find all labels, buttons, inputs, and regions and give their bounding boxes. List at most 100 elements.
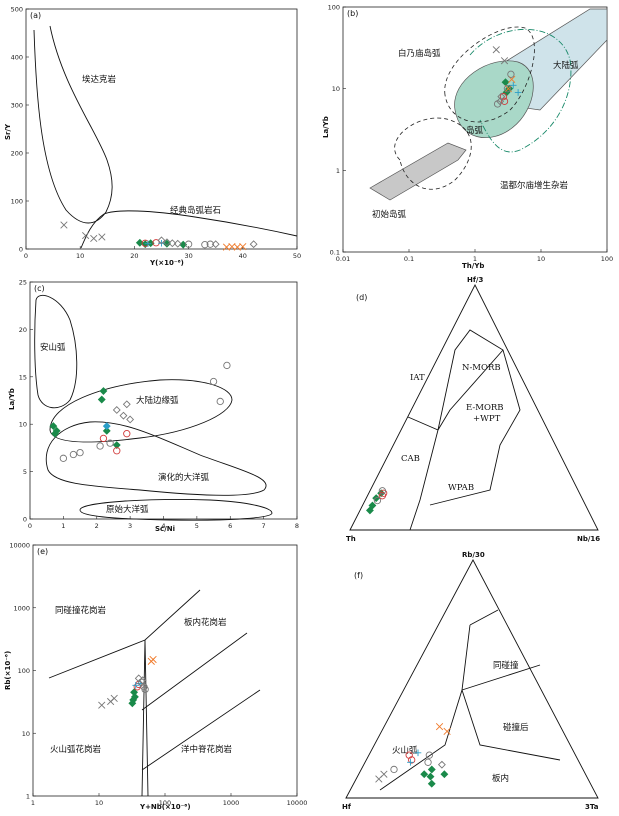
- data-point-circle: [210, 378, 216, 384]
- data-point-circle: [60, 455, 66, 461]
- panel-c: (c) Sc/Ni La/Yb 安山弧 大陆边缘弧 演化的大洋弧 原始大洋弧 0…: [8, 279, 299, 534]
- classic-arc-field: [81, 211, 297, 248]
- panel-f: (f) Rb/30 Hf 3Ta 同碰撞 碰撞后 火山弧 板内: [342, 551, 599, 811]
- data-point-circle: [70, 451, 76, 457]
- x-tick-label: 1000: [223, 799, 240, 807]
- panel-e-label: (e): [37, 547, 48, 556]
- data-point-cross: [61, 222, 68, 229]
- field-post-collision: 碰撞后: [503, 722, 529, 733]
- panel-b-xlabel: Th/Yb: [462, 262, 484, 270]
- panel-a-ylabel: Sr/Y: [4, 123, 12, 140]
- field-within-plate: 板内花岗岩: [184, 617, 227, 628]
- x-tick-label: 100: [159, 799, 171, 807]
- data-point-diamond: [428, 780, 435, 787]
- field-island-arc: 岛弧: [466, 125, 484, 136]
- y-tick-label: 0: [19, 246, 23, 254]
- field-syn-collision: 同碰撞花岗岩: [55, 605, 107, 616]
- field-ocean-ridge: 洋中脊花岗岩: [181, 744, 233, 755]
- y-tick-label: 20: [19, 326, 27, 334]
- x-tick-label: 1: [61, 522, 65, 530]
- y-tick-label: 10: [19, 421, 27, 429]
- panel-d-label: (d): [356, 293, 367, 302]
- field-cab: CAB: [401, 454, 420, 464]
- y-tick-label: 100: [328, 4, 340, 12]
- data-point-diamond: [429, 766, 436, 773]
- panel-b-label: (b): [347, 9, 358, 18]
- panel-e-frame: [33, 545, 297, 796]
- x-tick-label: 7: [262, 522, 266, 530]
- field-classic-arc: 经典岛弧岩石: [170, 205, 221, 216]
- data-point-cross: [98, 702, 105, 709]
- field-volcanic-arc: 火山弧花岗岩: [50, 744, 102, 755]
- panel-a-label: (a): [30, 11, 41, 20]
- ternary-d-top-label: Hf/3: [467, 276, 483, 284]
- continental-margin-arc-field: [50, 380, 232, 442]
- data-point-cross: [381, 771, 388, 778]
- x-tick-label: 20: [130, 252, 138, 260]
- ternary-d-left-label: Th: [346, 535, 356, 543]
- data-point-circle: [124, 430, 130, 436]
- x-tick-label: 100: [601, 255, 613, 263]
- panel-e-boundaries: [49, 590, 260, 796]
- y-tick-label: 1000: [13, 604, 30, 612]
- y-tick-label: 5: [23, 468, 27, 476]
- panel-c-ylabel: La/Yb: [8, 388, 16, 410]
- panel-e-ylabel: Rb(×10⁻⁶): [4, 651, 12, 690]
- field-primitive-ocean-arc: 原始大洋弧: [106, 504, 149, 515]
- x-tick-label: 2: [95, 522, 99, 530]
- x-tick-label: 10: [76, 252, 84, 260]
- data-point-cross: [99, 234, 106, 241]
- panel-a: (a) Y(×10⁻⁶) Sr/Y 埃达克岩 经典岛弧岩石 0 10 20 30 40 5…: [4, 6, 301, 268]
- field-volcanic-arc-f: 火山弧: [392, 745, 418, 756]
- x-tick-label: 10000: [287, 799, 308, 807]
- y-tick-label: 400: [11, 54, 23, 62]
- field-evolved-ocean-arc: 演化的大洋弧: [158, 472, 210, 483]
- panel-a-xlabel: Y(×10⁻⁶): [149, 259, 184, 267]
- y-tick-label: 1: [336, 167, 340, 175]
- field-initial-arc: 初始岛弧: [372, 209, 407, 220]
- field-accretion-complex: 温都尔庙增生杂岩: [500, 180, 569, 191]
- ternary-f-boundaries: [380, 610, 560, 790]
- ternary-d-right-label: Nb/16: [577, 535, 600, 543]
- data-point-cross: [493, 46, 500, 53]
- data-point-circle: [426, 752, 432, 758]
- data-point-open-diamond: [439, 761, 446, 768]
- data-point-diamond: [421, 771, 428, 778]
- ternary-f-top-label: Rb/30: [462, 551, 485, 559]
- y-tick-label: 10: [332, 85, 340, 93]
- adakite-field: [34, 26, 112, 223]
- data-point-cross: [436, 723, 443, 730]
- y-tick-label: 100: [11, 198, 23, 206]
- panel-b-ylabel: La/Yb: [322, 116, 330, 138]
- x-tick-label: 10: [95, 799, 103, 807]
- data-point-diamond: [103, 423, 110, 430]
- data-point-cross: [150, 656, 157, 663]
- data-point-circle: [97, 443, 103, 449]
- y-tick-label: 1: [26, 793, 30, 801]
- panel-c-points: [50, 362, 230, 461]
- y-tick-label: 10: [22, 730, 30, 738]
- data-point-diamond: [427, 773, 434, 780]
- data-point-circle: [100, 435, 106, 441]
- field-continental-arc: 大陆弧: [553, 60, 579, 71]
- y-tick-label: 25: [19, 279, 27, 287]
- y-tick-label: 500: [11, 6, 23, 14]
- ternary-f-triangle: [346, 560, 598, 798]
- y-tick-label: 200: [11, 150, 23, 158]
- data-point-circle: [425, 759, 431, 765]
- data-point-open-diamond: [123, 401, 130, 408]
- x-tick-label: 6: [228, 522, 232, 530]
- field-continental-margin-arc: 大陆边缘弧: [136, 395, 179, 406]
- panel-c-label: (c): [34, 284, 45, 293]
- ternary-d-boundaries: [408, 330, 520, 530]
- data-point-circle: [391, 766, 397, 772]
- x-tick-label: 40: [239, 252, 247, 260]
- field-within-plate-f: 板内: [492, 773, 509, 784]
- data-point-diamond: [441, 771, 448, 778]
- y-tick-label: 300: [11, 102, 23, 110]
- ternary-f-left-label: Hf: [342, 803, 352, 811]
- x-tick-label: 4: [161, 522, 165, 530]
- field-bainaimiao: 白乃庙岛弧: [398, 48, 441, 59]
- x-tick-label: 10: [537, 255, 545, 263]
